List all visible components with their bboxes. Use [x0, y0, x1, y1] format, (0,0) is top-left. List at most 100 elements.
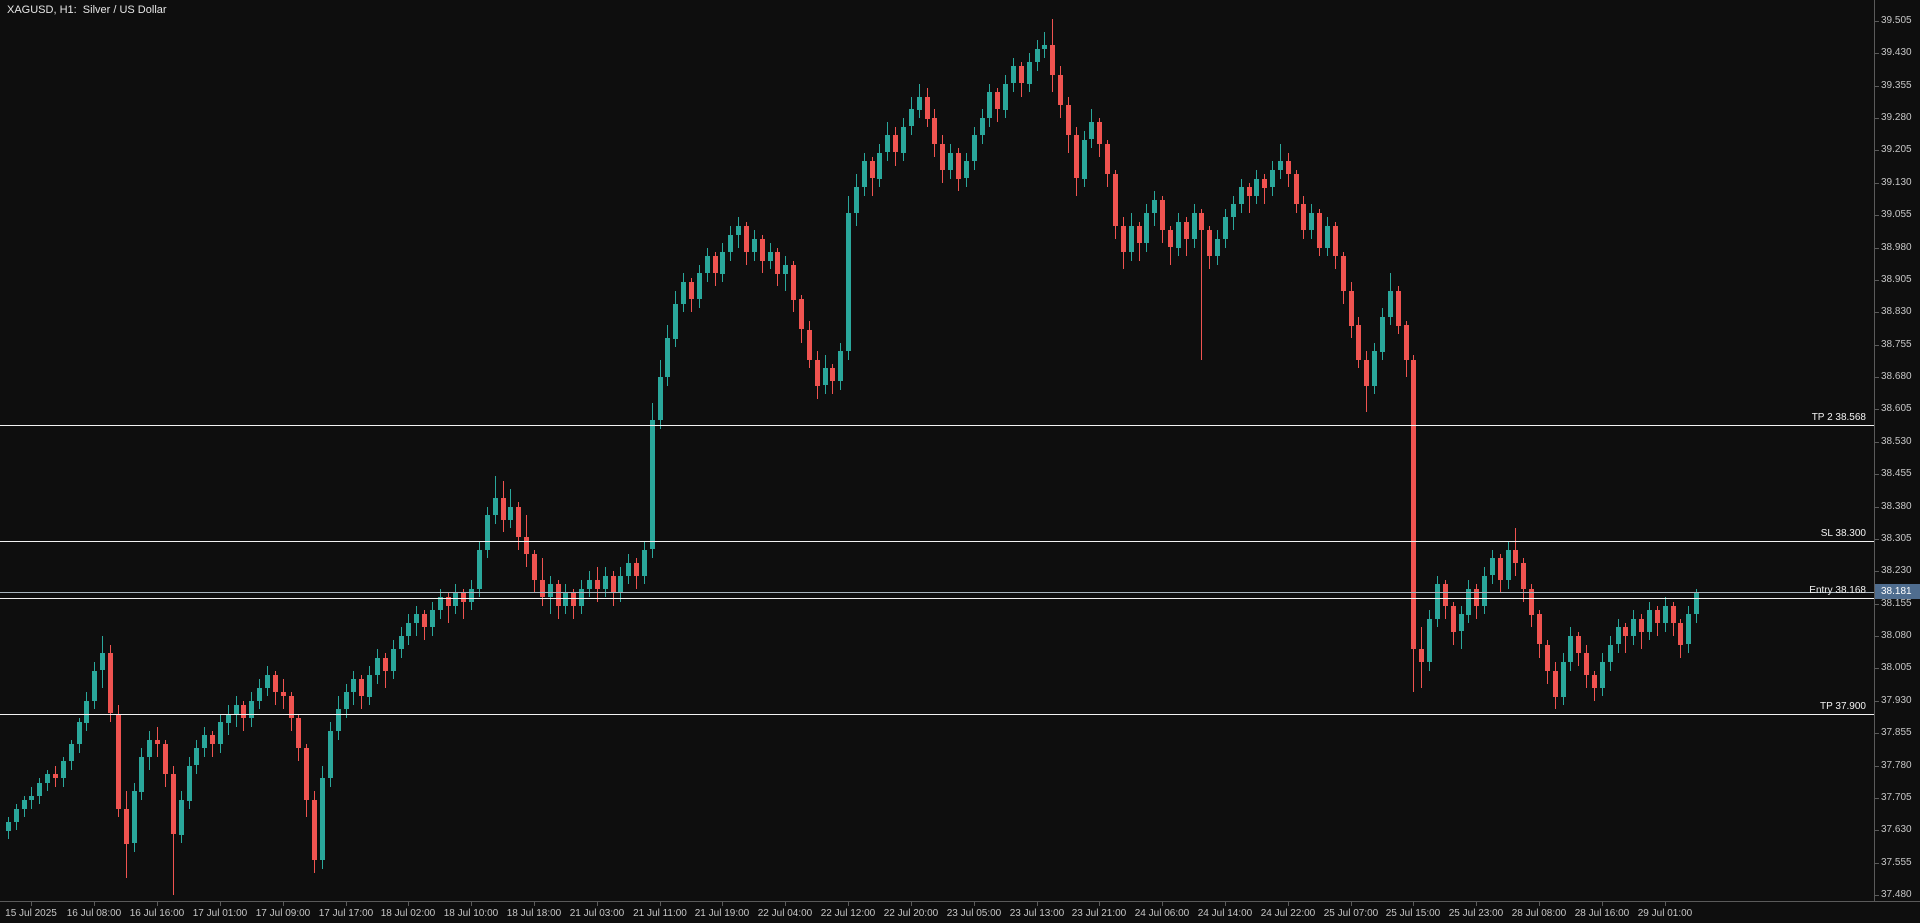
price-axis-label: 39.430: [1881, 47, 1912, 58]
time-axis-label: 22 Jul 12:00: [820, 908, 876, 919]
price-axis-tickmark: [1875, 604, 1879, 605]
candle-body: [1647, 610, 1652, 632]
price-axis-tickmark: [1875, 668, 1879, 669]
candle-body: [775, 252, 780, 274]
candle-body: [1639, 619, 1644, 632]
price-axis-tickmark: [1875, 345, 1879, 346]
price-axis[interactable]: 38.181 39.505 39.430 39.355 39.280 39.205 39.…: [1874, 0, 1920, 901]
time-axis-tickmark: [408, 902, 409, 906]
price-axis-tickmark: [1875, 312, 1879, 313]
candle-body: [1270, 170, 1275, 187]
candle-body: [69, 744, 74, 761]
candle-body: [14, 809, 19, 822]
price-axis-label: 38.155: [1881, 598, 1912, 609]
candle-body: [383, 658, 388, 671]
candle-body: [139, 757, 144, 792]
candle-body: [1035, 49, 1040, 62]
candle-body: [1419, 649, 1424, 662]
price-axis-tickmark: [1875, 409, 1879, 410]
time-axis-tickmark: [1225, 902, 1226, 906]
candle-body: [1443, 584, 1448, 606]
candle-body: [972, 135, 977, 161]
time-axis-tickmark: [94, 902, 95, 906]
candle-body: [461, 593, 466, 602]
candle-body: [45, 774, 50, 783]
price-axis-label: 38.455: [1881, 468, 1912, 479]
candle-body: [320, 778, 325, 860]
candle-body: [548, 584, 553, 597]
candle-body: [799, 299, 804, 329]
candle-body: [1003, 84, 1008, 110]
candle-body: [241, 705, 246, 718]
candle-body: [1364, 360, 1369, 386]
time-axis-tickmark: [911, 902, 912, 906]
price-axis-label: 39.355: [1881, 80, 1912, 91]
candle-body: [917, 97, 922, 110]
candle-body: [1655, 610, 1660, 623]
candle-body: [1561, 662, 1566, 697]
candle-body: [1372, 351, 1377, 386]
time-axis-label: 25 Jul 07:00: [1323, 908, 1379, 919]
candle-body: [171, 774, 176, 834]
candle-body: [532, 554, 537, 580]
candle-body: [53, 774, 58, 778]
candle-body: [1278, 161, 1283, 170]
candle-body: [1584, 653, 1589, 675]
candle-body: [446, 597, 451, 606]
candle-body: [571, 593, 576, 606]
candle-body: [124, 809, 129, 844]
candle-body: [391, 649, 396, 671]
candle-body: [1663, 606, 1668, 623]
candle-body: [870, 161, 875, 178]
candle-body: [1513, 550, 1518, 563]
time-axis[interactable]: 15 Jul 2025 16 Jul 08:00 16 Jul 16:00 17 Ju…: [0, 901, 1920, 923]
price-axis-tickmark: [1875, 733, 1879, 734]
candle-body: [6, 822, 11, 831]
time-axis-tickmark: [974, 902, 975, 906]
candle-body: [626, 563, 631, 576]
price-axis-label: 37.930: [1881, 695, 1912, 706]
candle-body: [1506, 550, 1511, 580]
candle-body: [1144, 213, 1149, 243]
candle-body: [1113, 174, 1118, 226]
time-axis-label: 15 Jul 2025: [5, 908, 57, 919]
candle-body: [1215, 239, 1220, 256]
candle-body: [1223, 217, 1228, 239]
candle-body: [556, 584, 561, 606]
candle-body: [681, 282, 686, 304]
candle-body: [453, 593, 458, 606]
candle-body: [1671, 606, 1676, 623]
candle-body: [1404, 325, 1409, 360]
candle-body: [752, 239, 757, 252]
chart-plot-area[interactable]: [0, 0, 1874, 901]
candle-body: [351, 679, 356, 692]
candle-body: [414, 614, 419, 623]
time-axis-label: 16 Jul 08:00: [66, 908, 122, 919]
price-axis-tickmark: [1875, 507, 1879, 508]
candle-body: [1623, 627, 1628, 636]
candle-body: [1396, 291, 1401, 326]
candle-body: [1247, 187, 1252, 196]
price-axis-tickmark: [1875, 86, 1879, 87]
candle-body: [1498, 558, 1503, 580]
time-axis-tickmark: [1602, 902, 1603, 906]
candle-body: [587, 580, 592, 589]
candle-body: [399, 636, 404, 649]
candle-body: [344, 692, 349, 709]
candle-body: [249, 701, 254, 718]
candle-body: [987, 92, 992, 118]
candle-body: [132, 791, 137, 843]
candle-body: [147, 740, 152, 757]
candle-body: [948, 153, 953, 170]
candle-body: [163, 744, 168, 774]
candle-body: [1199, 213, 1204, 230]
candle-body: [877, 153, 882, 179]
candle-body: [226, 714, 231, 723]
candle-body: [155, 740, 160, 744]
candle-body: [1239, 187, 1244, 204]
price-axis-tickmark: [1875, 150, 1879, 151]
candle-body: [1137, 226, 1142, 243]
candle-body: [658, 377, 663, 420]
candle-body: [940, 144, 945, 170]
candle-body: [846, 213, 851, 351]
